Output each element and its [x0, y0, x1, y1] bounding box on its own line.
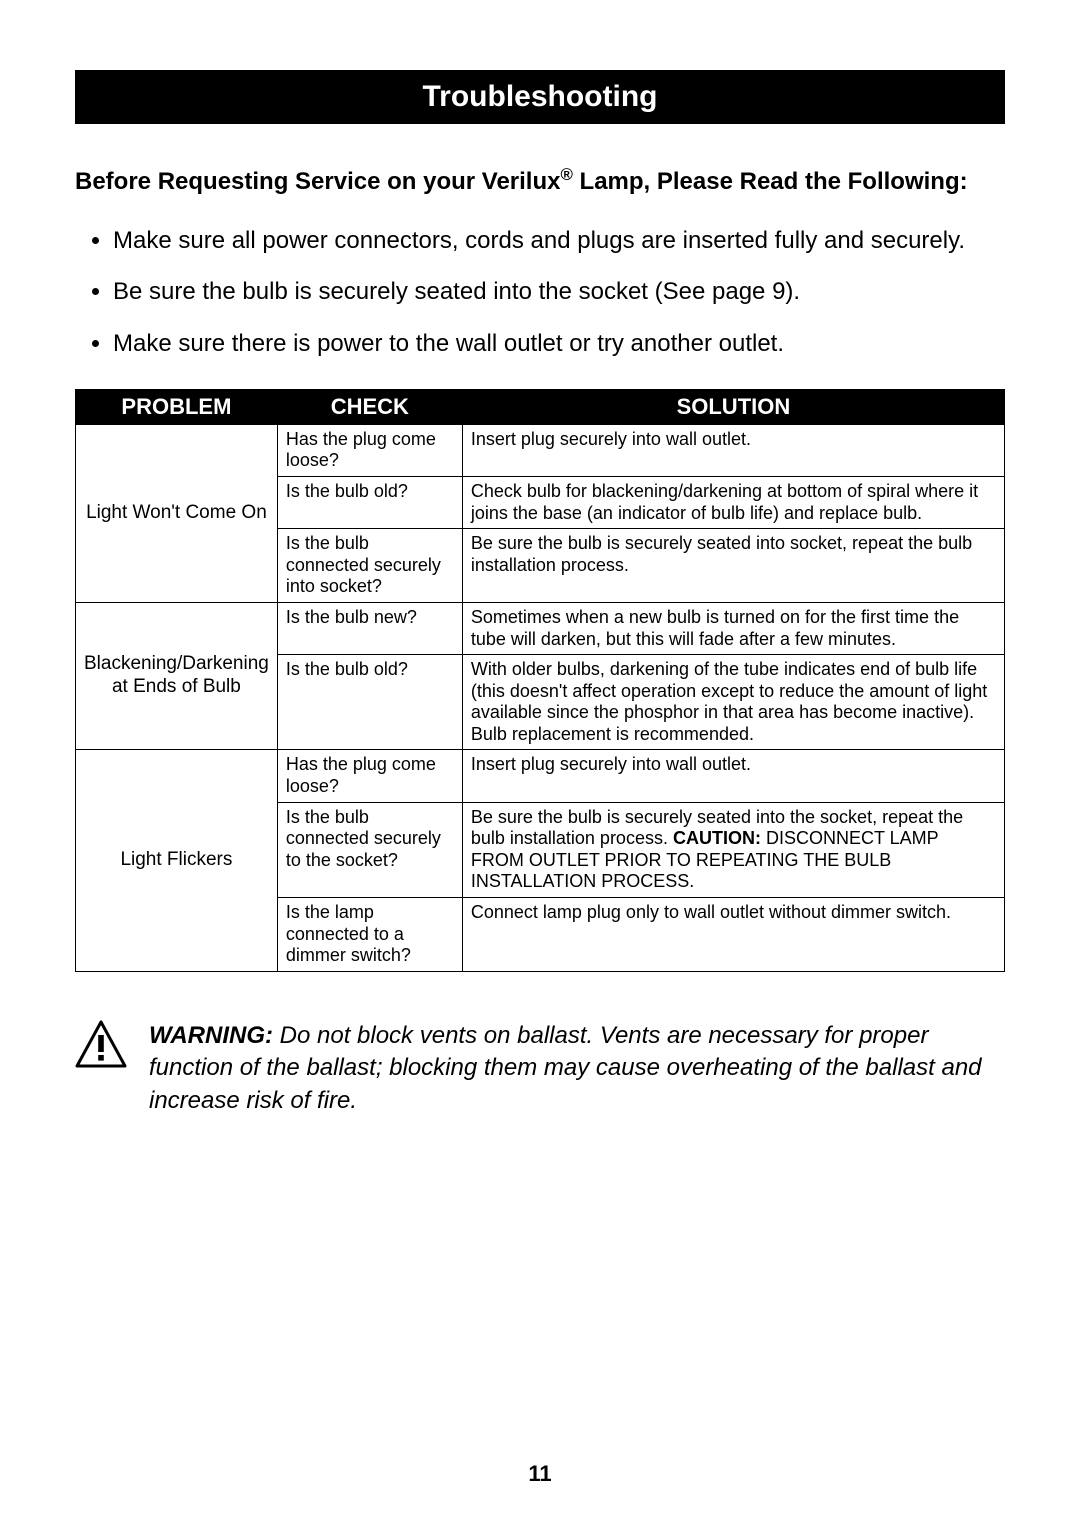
subheading-pre: Before Requesting Service on your Verilu…: [75, 168, 560, 195]
warning-label: WARNING:: [149, 1022, 273, 1049]
problem-cell: Light Won't Come On: [76, 424, 278, 602]
th-problem: PROBLEM: [76, 389, 278, 424]
caution-label: CAUTION:: [673, 828, 761, 848]
warning-icon: [75, 1020, 127, 1068]
subheading-post: Lamp, Please Read the Following:: [573, 168, 968, 195]
check-cell: Has the plug come loose?: [277, 424, 462, 476]
table-row: Light Won't Come On Has the plug come lo…: [76, 424, 1005, 476]
solution-cell: Check bulb for blackening/darkening at b…: [462, 476, 1004, 528]
bullet-item: Make sure all power connectors, cords an…: [113, 225, 1005, 256]
table-row: Blackening/Darkening at Ends of Bulb Is …: [76, 602, 1005, 654]
solution-cell: Sometimes when a new bulb is turned on f…: [462, 602, 1004, 654]
check-cell: Is the bulb new?: [277, 602, 462, 654]
section-title: Troubleshooting: [75, 70, 1005, 124]
th-solution: SOLUTION: [462, 389, 1004, 424]
bullet-list: Make sure all power connectors, cords an…: [75, 225, 1005, 359]
solution-cell: Be sure the bulb is securely seated into…: [462, 802, 1004, 897]
check-cell: Is the bulb old?: [277, 476, 462, 528]
solution-cell: Insert plug securely into wall outlet.: [462, 750, 1004, 802]
check-cell: Is the lamp connected to a dimmer switch…: [277, 898, 462, 972]
warning-text: WARNING: Do not block vents on ballast. …: [149, 1020, 1005, 1117]
troubleshooting-table: PROBLEM CHECK SOLUTION Light Won't Come …: [75, 389, 1005, 972]
solution-cell: With older bulbs, darkening of the tube …: [462, 655, 1004, 750]
warning-block: WARNING: Do not block vents on ballast. …: [75, 1020, 1005, 1117]
warning-body: Do not block vents on ballast. Vents are…: [149, 1022, 982, 1114]
problem-cell: Light Flickers: [76, 750, 278, 971]
solution-cell: Be sure the bulb is securely seated into…: [462, 529, 1004, 603]
table-row: Light Flickers Has the plug come loose? …: [76, 750, 1005, 802]
page-number: 11: [0, 1461, 1080, 1487]
check-cell: Is the bulb connected securely to the so…: [277, 802, 462, 897]
bullet-item: Make sure there is power to the wall out…: [113, 328, 1005, 359]
solution-cell: Connect lamp plug only to wall outlet wi…: [462, 898, 1004, 972]
check-cell: Is the bulb old?: [277, 655, 462, 750]
subheading: Before Requesting Service on your Verilu…: [75, 164, 1005, 197]
check-cell: Has the plug come loose?: [277, 750, 462, 802]
check-cell: Is the bulb connected securely into sock…: [277, 529, 462, 603]
bullet-item: Be sure the bulb is securely seated into…: [113, 276, 1005, 307]
th-check: CHECK: [277, 389, 462, 424]
registered-mark: ®: [560, 165, 572, 184]
solution-cell: Insert plug securely into wall outlet.: [462, 424, 1004, 476]
problem-cell: Blackening/Darkening at Ends of Bulb: [76, 602, 278, 750]
